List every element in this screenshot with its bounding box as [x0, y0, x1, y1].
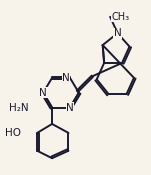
Text: N: N — [39, 88, 47, 98]
Text: N: N — [62, 73, 70, 83]
Text: H₂N: H₂N — [9, 103, 28, 113]
Text: HO: HO — [5, 128, 21, 138]
Text: N: N — [114, 28, 121, 38]
Text: CH₃: CH₃ — [112, 12, 130, 22]
Text: N: N — [66, 103, 74, 113]
